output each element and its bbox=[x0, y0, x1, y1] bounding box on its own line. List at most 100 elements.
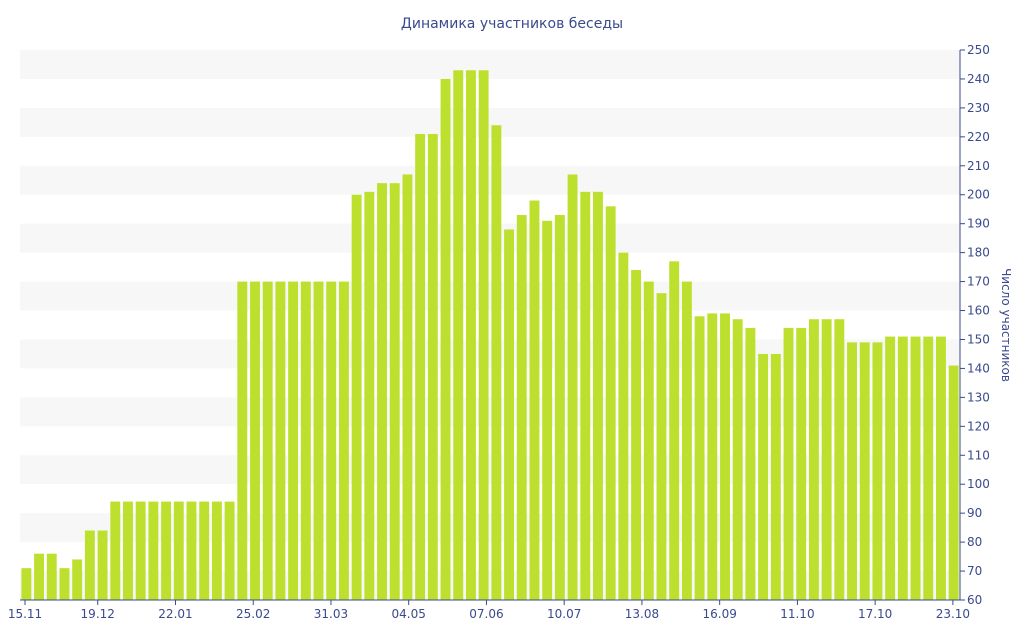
bar bbox=[186, 501, 197, 600]
bar bbox=[123, 501, 133, 600]
bar bbox=[593, 191, 603, 600]
bar bbox=[224, 501, 235, 600]
grid-band bbox=[20, 455, 960, 485]
bar bbox=[796, 327, 807, 600]
bar bbox=[542, 220, 553, 601]
bar bbox=[135, 501, 146, 600]
bar bbox=[364, 191, 375, 600]
x-tick-label: 11.10 bbox=[780, 607, 814, 621]
bar bbox=[694, 316, 705, 600]
bar bbox=[338, 281, 349, 600]
y-tick-label: 110 bbox=[967, 448, 990, 462]
y-tick-label: 80 bbox=[967, 535, 982, 549]
bar bbox=[707, 313, 718, 600]
bar bbox=[84, 530, 95, 600]
bar bbox=[110, 501, 121, 600]
bar bbox=[453, 70, 464, 600]
x-tick-label: 17.10 bbox=[858, 607, 892, 621]
bar bbox=[250, 281, 260, 600]
bar bbox=[300, 281, 311, 600]
y-tick-label: 220 bbox=[967, 130, 990, 144]
bar bbox=[415, 133, 426, 600]
bar bbox=[148, 501, 159, 600]
bar bbox=[275, 281, 286, 600]
grid-bands bbox=[20, 50, 960, 600]
bar bbox=[351, 194, 362, 601]
x-tick-label: 25.02 bbox=[236, 607, 270, 621]
grid-band bbox=[20, 281, 960, 311]
bar bbox=[478, 70, 489, 600]
bar bbox=[504, 229, 515, 600]
bar bbox=[669, 261, 680, 600]
bar bbox=[377, 183, 387, 600]
bar bbox=[389, 183, 400, 600]
bar bbox=[554, 215, 565, 600]
y-tick-label: 240 bbox=[967, 72, 990, 86]
x-tick-label: 07.06 bbox=[469, 607, 503, 621]
bar bbox=[21, 568, 32, 600]
bar bbox=[34, 553, 45, 600]
grid-band bbox=[20, 571, 960, 600]
bar bbox=[834, 319, 845, 600]
bar bbox=[237, 281, 248, 600]
y-tick-label: 140 bbox=[967, 361, 990, 375]
x-tick-label: 15.11 bbox=[8, 607, 42, 621]
bar bbox=[529, 200, 540, 600]
bar bbox=[631, 270, 642, 600]
bar bbox=[783, 327, 794, 600]
bar bbox=[859, 342, 870, 600]
y-axis: 60 70 80 90 100 110 120 130 140 150 160 170 180 190 20… bbox=[959, 43, 990, 607]
bar bbox=[440, 78, 451, 600]
grid-band bbox=[20, 50, 960, 79]
y-tick-label: 150 bbox=[967, 332, 990, 346]
bar bbox=[681, 281, 692, 600]
y-tick-label: 160 bbox=[967, 304, 990, 318]
bar bbox=[402, 174, 413, 600]
y-tick-label: 100 bbox=[967, 477, 990, 491]
y-tick-label: 130 bbox=[967, 390, 990, 404]
bar bbox=[745, 327, 756, 600]
bar bbox=[516, 215, 527, 600]
y-tick-label: 90 bbox=[967, 506, 982, 520]
y-tick-label: 210 bbox=[967, 159, 990, 173]
x-tick-label: 16.09 bbox=[702, 607, 736, 621]
bar bbox=[465, 70, 476, 600]
bar bbox=[720, 313, 730, 600]
grid-band bbox=[20, 339, 960, 369]
bar bbox=[288, 281, 299, 600]
bar bbox=[923, 336, 934, 600]
bar bbox=[262, 281, 273, 600]
y-axis-title: Число участников bbox=[999, 268, 1013, 382]
x-tick-label: 31.03 bbox=[314, 607, 348, 621]
bar bbox=[427, 133, 438, 600]
bar bbox=[821, 319, 832, 600]
bar bbox=[199, 501, 210, 600]
chart-title: Динамика участников беседы bbox=[401, 16, 623, 32]
bar bbox=[567, 174, 578, 600]
y-tick-label: 60 bbox=[967, 593, 982, 607]
bar bbox=[46, 553, 57, 600]
y-tick-label: 170 bbox=[967, 275, 990, 289]
bar bbox=[656, 293, 667, 600]
y-tick-label: 70 bbox=[967, 564, 982, 578]
bar bbox=[580, 191, 591, 600]
bar bbox=[770, 353, 781, 600]
y-tick-label: 250 bbox=[967, 43, 990, 57]
grid-band bbox=[20, 107, 960, 137]
bar bbox=[491, 125, 502, 600]
y-tick-label: 190 bbox=[967, 217, 990, 231]
bars bbox=[21, 70, 959, 601]
bar bbox=[59, 568, 70, 600]
x-tick-label: 19.12 bbox=[81, 607, 115, 621]
y-tick-label: 120 bbox=[967, 419, 990, 433]
y-tick-label: 200 bbox=[967, 188, 990, 202]
bar bbox=[313, 281, 324, 600]
x-tick-label: 22.01 bbox=[158, 607, 192, 621]
bar bbox=[161, 501, 172, 600]
x-tick-label: 10.07 bbox=[547, 607, 581, 621]
bar bbox=[910, 336, 921, 600]
y-tick-label: 180 bbox=[967, 246, 990, 260]
x-tick-label: 04.05 bbox=[392, 607, 426, 621]
